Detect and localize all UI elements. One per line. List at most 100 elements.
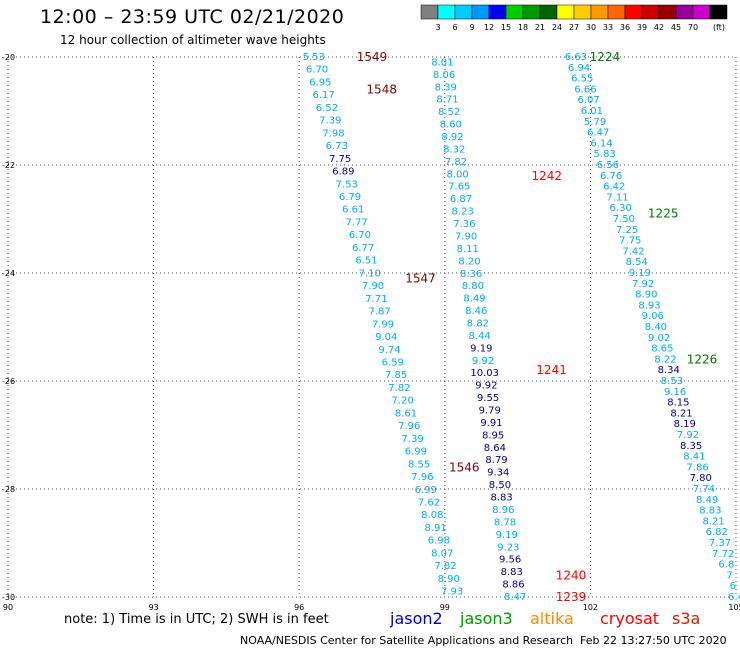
swh-value: 6.87	[450, 194, 472, 205]
swh-value: 6.01	[581, 106, 603, 117]
colorbar-tick: 24	[552, 23, 562, 32]
x-tick-label: 90	[3, 603, 13, 612]
swh-value: 8.39	[435, 82, 457, 93]
swh-value: 8.53	[661, 376, 683, 387]
swh-value: 6.99	[405, 447, 427, 458]
swh-value: 8.64	[484, 443, 506, 454]
colorbar-swatch	[556, 4, 575, 20]
swh-value: 7.36	[453, 219, 475, 230]
footer-note: note: 1) Time is in UTC; 2) SWH is in fe…	[64, 612, 329, 627]
swh-value: 7.87	[368, 307, 390, 318]
swh-value: 7.71	[365, 294, 387, 305]
swh-value: 7.77	[345, 217, 367, 228]
swh-value: 8.46	[465, 306, 487, 317]
colorbar-tick: 39	[637, 23, 647, 32]
y-tick-label: -28	[2, 485, 15, 494]
swh-value: 5.79	[584, 117, 606, 128]
swh-value: 9.55	[477, 393, 499, 404]
swh-value: 8.32	[443, 144, 465, 155]
colorbar-swatch	[420, 4, 439, 20]
swh-value: 8.91	[424, 523, 446, 534]
legend-jason2: jason2	[390, 609, 443, 628]
pass-number-label: 1226	[687, 352, 718, 366]
colorbar-tick: 18	[518, 23, 528, 32]
swh-value: 7.90	[362, 281, 384, 292]
pass-number-label: 1224	[590, 50, 621, 64]
colorbar-swatch	[505, 4, 524, 20]
colorbar-tick: 27	[569, 23, 579, 32]
swh-value: 7.25	[616, 225, 638, 236]
swh-value: 10.03	[470, 368, 499, 379]
swh-value: 7.11	[606, 192, 628, 203]
credit-line: NOAA/NESDIS Center for Satellite Applica…	[240, 634, 574, 647]
swh-value: 8.41	[683, 452, 705, 463]
swh-value: 8.40	[645, 322, 667, 333]
swh-value: 7.86	[686, 462, 708, 473]
legend-s3a: s3a	[672, 609, 701, 628]
colorbar-tick: 42	[654, 23, 664, 32]
swh-value: 8.83	[501, 567, 523, 578]
swh-value: 6.17	[313, 90, 335, 101]
swh-value: 7.82	[388, 383, 410, 394]
swh-value: 8.44	[468, 331, 490, 342]
colorbar-swatch	[539, 4, 558, 20]
x-tick-label: 93	[149, 603, 159, 612]
swh-value: 7.90	[455, 231, 477, 242]
x-tick-label: 105	[728, 603, 740, 612]
swh-value: 8.52	[438, 107, 460, 118]
swh-value: 7.96	[398, 421, 420, 432]
swh-value: 6.73	[326, 141, 348, 152]
swh-value: 8.47	[504, 592, 526, 603]
swh-value: 6.99	[415, 485, 437, 496]
pass-number-label: 1548	[366, 82, 397, 96]
colorbar-tick: 70	[688, 23, 698, 32]
y-tick-label: -26	[2, 377, 15, 386]
pass-number-label: 1241	[536, 363, 567, 377]
swh-value: 6.14	[590, 138, 612, 149]
swh-value: 9.04	[375, 332, 397, 343]
swh-value: 8.08	[421, 510, 443, 521]
swh-value: 6.66	[574, 84, 596, 95]
swh-value: 6.56	[597, 160, 619, 171]
swh-value: 8.80	[462, 281, 484, 292]
swh-value: 8.36	[460, 269, 482, 280]
swh-value: 8.23	[452, 207, 474, 218]
colorbar-tick: 9	[469, 23, 474, 32]
swh-value: 6.95	[309, 77, 331, 88]
swh-value: 7.82	[434, 561, 456, 572]
swh-value: 8.65	[651, 344, 673, 355]
colorbar-tick: 6	[452, 23, 457, 32]
swh-value: 8.22	[654, 354, 676, 365]
swh-value: 9.74	[378, 345, 400, 356]
legend-jason3: jason3	[460, 609, 513, 628]
swh-value: 7.65	[448, 182, 470, 193]
swh-value: 9.19	[496, 530, 518, 541]
swh-value: 7.80	[690, 473, 712, 484]
colorbar-swatch	[607, 4, 626, 20]
swh-value: 8.96	[492, 505, 514, 516]
swh-value: 7.39	[401, 434, 423, 445]
swh-value: 8.07	[431, 548, 453, 559]
swh-value: 6.8	[718, 560, 734, 571]
swh-value: 7.98	[322, 128, 344, 139]
swh-value: 8.20	[458, 256, 480, 267]
swh-value: 8.92	[441, 132, 463, 143]
swh-value: 9.19	[470, 343, 492, 354]
swh-value: 6.07	[578, 95, 600, 106]
colorbar-swatch	[488, 4, 507, 20]
y-tick-label: -22	[2, 161, 15, 170]
swh-value: 7	[726, 570, 732, 581]
swh-value: 6.47	[587, 128, 609, 139]
swh-value: 9.23	[497, 542, 519, 553]
swh-value: 9.02	[648, 333, 670, 344]
swh-value: 6.70	[349, 230, 371, 241]
colorbar-unit: (ft)	[713, 23, 725, 32]
colorbar-swatch	[641, 4, 660, 20]
swh-value: 8.83	[490, 493, 512, 504]
swh-value: 8.86	[502, 580, 524, 591]
swh-value: 8.90	[635, 290, 657, 301]
y-tick-label: -20	[2, 53, 15, 62]
swh-value: 6.52	[316, 103, 338, 114]
swh-value: 9.91	[480, 418, 502, 429]
